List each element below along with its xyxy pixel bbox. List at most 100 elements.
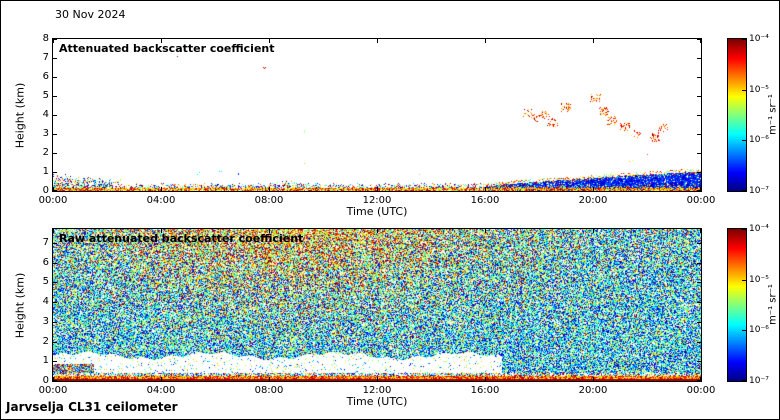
axis-tick	[742, 330, 746, 331]
axis-tick	[697, 153, 701, 154]
y-tick-label: 0	[42, 375, 49, 386]
instrument-label: Jarvselja CL31 ceilometer	[6, 400, 178, 414]
axis-tick	[697, 115, 701, 116]
axis-tick	[53, 190, 57, 191]
axis-tick	[377, 39, 378, 43]
axis-tick	[53, 282, 57, 283]
y-tick-label: 5	[42, 276, 49, 287]
x-tick-label: 16:00	[470, 385, 500, 396]
axis-tick	[53, 302, 57, 303]
axis-tick	[742, 190, 746, 191]
axis-tick	[53, 96, 57, 97]
x-tick-label: 04:00	[146, 385, 176, 396]
x-tick-label: 00:00	[686, 385, 716, 396]
y-tick-label: 1	[42, 166, 49, 177]
axis-tick	[697, 172, 701, 173]
axis-tick	[53, 380, 57, 381]
axis-tick	[161, 377, 162, 381]
axis-tick	[697, 39, 701, 40]
y-tick-label: 2	[42, 147, 49, 158]
axis-tick	[485, 377, 486, 381]
axis-tick	[269, 187, 270, 191]
axis-tick	[700, 39, 701, 43]
bottom-raw-backscatter-panel	[52, 228, 702, 382]
axis-tick	[161, 39, 162, 43]
colorbar-tick-label: 10⁻⁷	[749, 376, 769, 386]
axis-tick	[742, 39, 746, 40]
axis-tick	[593, 39, 594, 43]
axis-tick	[377, 187, 378, 191]
axis-tick	[485, 39, 486, 43]
axis-tick	[485, 229, 486, 233]
axis-tick	[53, 115, 57, 116]
x-tick-label: 04:00	[146, 195, 176, 206]
x-tick-label: 00:00	[686, 195, 716, 206]
axis-tick	[742, 280, 746, 281]
axis-tick	[53, 172, 57, 173]
axis-tick	[700, 229, 701, 233]
axis-tick	[697, 380, 701, 381]
axis-tick	[697, 190, 701, 191]
axis-tick	[53, 263, 57, 264]
axis-tick	[161, 187, 162, 191]
date-label: 30 Nov 2024	[55, 8, 126, 21]
axis-tick	[697, 263, 701, 264]
bottom-colorbar	[727, 228, 747, 382]
axis-tick	[53, 243, 57, 244]
axis-tick	[697, 77, 701, 78]
y-tick-label: 1	[42, 355, 49, 366]
top-panel-title: Attenuated backscatter coefficient	[59, 42, 275, 55]
axis-tick	[53, 322, 57, 323]
y-tick-label: 3	[42, 316, 49, 327]
axis-tick	[742, 90, 746, 91]
axis-tick	[700, 187, 701, 191]
x-tick-label: 16:00	[470, 195, 500, 206]
axis-tick	[697, 58, 701, 59]
x-tick-label: 00:00	[38, 195, 68, 206]
top-backscatter-heatmap	[53, 39, 701, 191]
axis-tick	[269, 39, 270, 43]
bottom-xaxis-label: Time (UTC)	[346, 395, 408, 408]
axis-tick	[697, 96, 701, 97]
y-tick-label: 4	[42, 109, 49, 120]
top-backscatter-panel	[52, 38, 702, 192]
axis-tick	[593, 187, 594, 191]
axis-tick	[485, 187, 486, 191]
y-tick-label: 4	[42, 296, 49, 307]
colorbar-tick-label: 10⁻⁶	[749, 135, 769, 146]
axis-tick	[593, 229, 594, 233]
top-xaxis-label: Time (UTC)	[346, 205, 408, 218]
x-tick-label: 08:00	[254, 195, 284, 206]
colorbar-tick-label: 10⁻⁶	[749, 325, 769, 336]
y-tick-label: 8	[42, 33, 49, 44]
top-yaxis-label: Height (km)	[13, 82, 27, 149]
axis-tick	[53, 134, 57, 135]
x-tick-label: 12:00	[362, 385, 392, 396]
x-tick-label: 00:00	[38, 385, 68, 396]
axis-tick	[697, 243, 701, 244]
colorbar-tick-label: 10⁻⁵	[749, 84, 769, 95]
axis-tick	[742, 380, 746, 381]
axis-tick	[377, 229, 378, 233]
y-tick-label: 0	[42, 185, 49, 196]
bottom-yaxis-label: Height (km)	[13, 272, 27, 339]
colorbar-tick-label: 10⁻⁷	[749, 186, 769, 196]
y-tick-label: 7	[42, 237, 49, 248]
axis-tick	[53, 39, 57, 40]
axis-tick	[697, 282, 701, 283]
axis-tick	[697, 322, 701, 323]
axis-tick	[53, 342, 57, 343]
colorbar-tick-label: 10⁻⁴	[749, 34, 769, 44]
y-tick-label: 7	[42, 52, 49, 63]
axis-tick	[53, 39, 54, 43]
bottom-panel-title: Raw attenuated backscatter coefficient	[59, 232, 304, 245]
axis-tick	[700, 377, 701, 381]
colorbar-tick-label: 10⁻⁴	[749, 224, 769, 234]
axis-tick	[53, 229, 54, 233]
x-tick-label: 08:00	[254, 385, 284, 396]
x-tick-label: 12:00	[362, 195, 392, 206]
top-colorbar-gradient	[728, 39, 746, 191]
axis-tick	[53, 58, 57, 59]
axis-tick	[697, 361, 701, 362]
